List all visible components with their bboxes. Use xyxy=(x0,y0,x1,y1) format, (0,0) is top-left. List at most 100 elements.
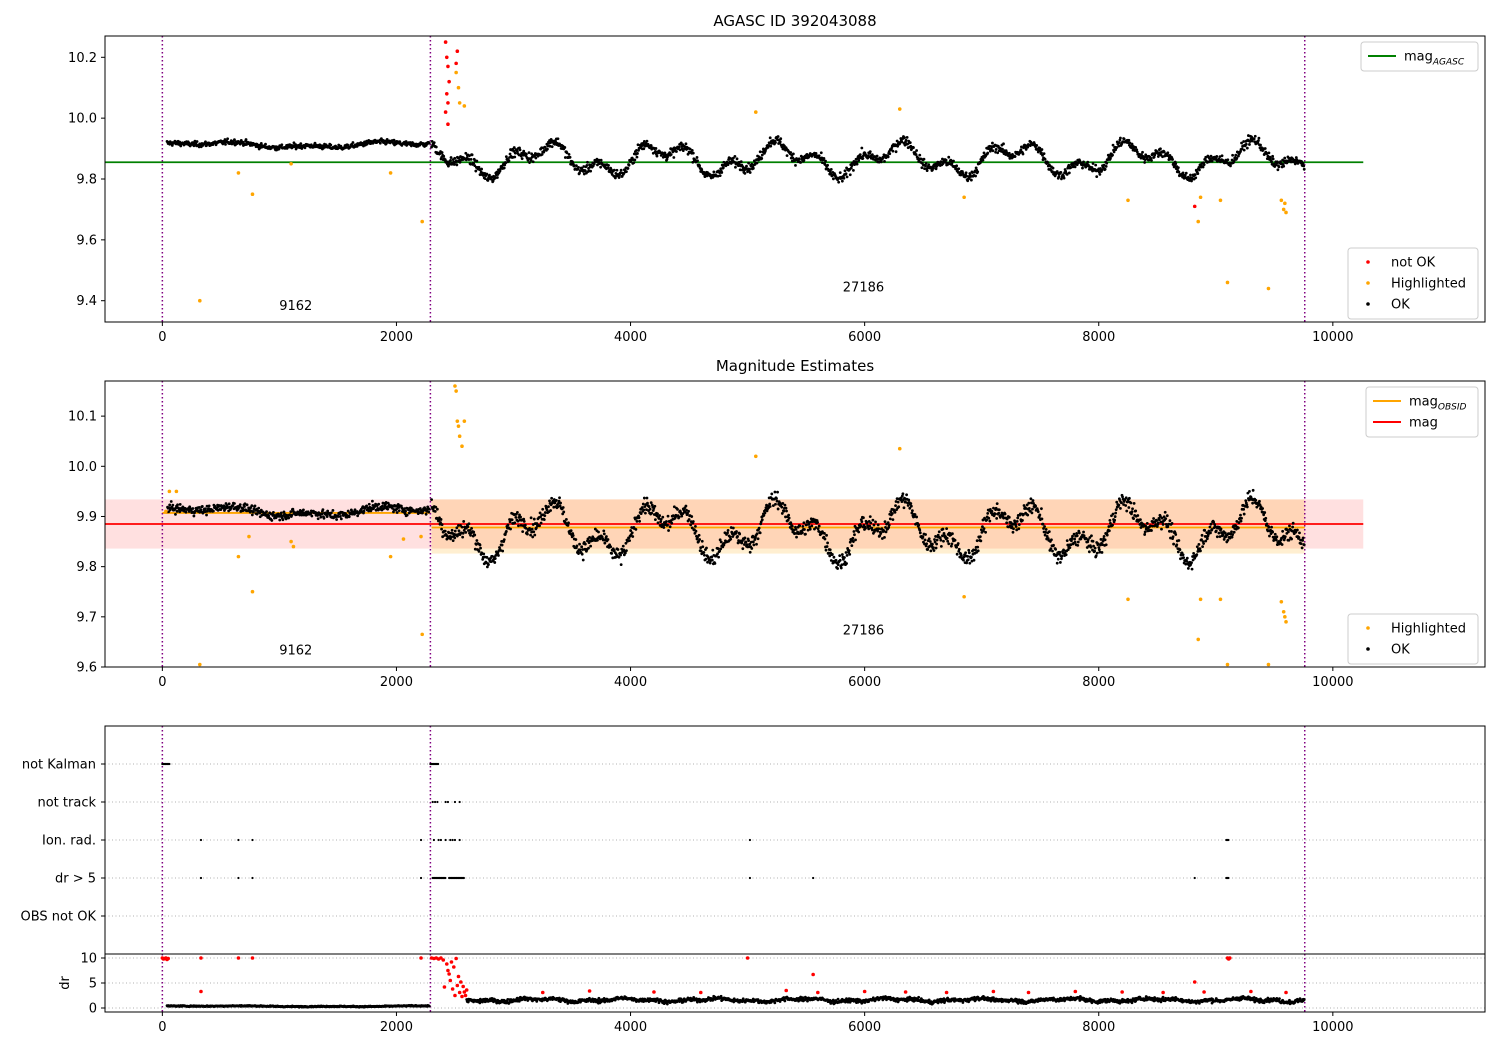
ok-point xyxy=(802,158,806,162)
ok-point xyxy=(620,174,624,178)
ok-point xyxy=(547,505,550,509)
ok-point xyxy=(848,173,852,177)
ok-point xyxy=(1251,501,1255,505)
ok-point xyxy=(529,516,533,520)
ok-point xyxy=(877,527,881,531)
ok-point xyxy=(550,496,554,500)
flag-point xyxy=(462,876,465,880)
ok-point xyxy=(748,171,752,174)
ok-point xyxy=(861,156,865,160)
ok-point xyxy=(865,521,869,524)
ok-point xyxy=(546,144,550,148)
ok-point xyxy=(929,549,933,553)
ok-point xyxy=(538,524,541,528)
legend-dot-swatch xyxy=(1366,302,1370,306)
ok-point xyxy=(758,531,762,535)
ok-point xyxy=(935,542,939,546)
ok-point xyxy=(1114,508,1118,512)
ok-point xyxy=(1152,517,1155,520)
ok-point xyxy=(1234,153,1238,157)
flag-point xyxy=(436,800,439,804)
ok-point xyxy=(1076,544,1080,547)
ok-point xyxy=(938,536,942,540)
ok-point xyxy=(1030,511,1034,515)
ok-point xyxy=(1014,522,1018,526)
ok-point xyxy=(589,169,593,173)
ok-point xyxy=(522,149,526,153)
ok-point xyxy=(713,562,717,565)
ok-point xyxy=(949,544,953,548)
ok-point xyxy=(1254,498,1258,502)
ok-point xyxy=(462,529,466,532)
ok-point xyxy=(568,155,572,159)
ok-point xyxy=(843,169,847,173)
ok-point xyxy=(894,504,897,508)
ok-point xyxy=(452,163,456,166)
ok-point xyxy=(793,532,797,535)
y-tick-label: 10.1 xyxy=(68,410,97,425)
ok-point xyxy=(437,518,441,522)
ok-point xyxy=(496,551,500,555)
ok-point xyxy=(556,137,560,141)
ok-point xyxy=(732,160,736,164)
ok-point xyxy=(346,143,350,147)
ok-point xyxy=(868,150,872,154)
ok-point xyxy=(612,548,616,552)
ok-point xyxy=(976,549,980,553)
ok-point xyxy=(719,167,723,171)
ok-point xyxy=(508,520,512,524)
ok-point xyxy=(771,504,775,508)
ok-point xyxy=(1112,150,1116,154)
ok-point xyxy=(176,503,179,507)
ok-point xyxy=(668,525,672,529)
ok-point xyxy=(1235,156,1239,160)
ok-point xyxy=(1024,507,1028,510)
ok-point xyxy=(403,512,407,516)
ok-point xyxy=(905,493,909,497)
ok-point xyxy=(1099,538,1103,541)
legend-box xyxy=(1347,247,1479,320)
ok-point xyxy=(569,529,573,533)
ok-point xyxy=(613,176,617,180)
x-tick-label: 8000 xyxy=(1082,330,1115,345)
ok-point xyxy=(1185,559,1189,563)
ok-point xyxy=(896,500,900,504)
ok-point xyxy=(204,140,207,144)
ok-point xyxy=(587,546,590,550)
ok-point xyxy=(1013,155,1017,158)
ok-point xyxy=(624,541,628,545)
x-tick-label: 2000 xyxy=(380,330,413,345)
flag-row-label: not track xyxy=(37,796,96,811)
ok-point xyxy=(672,505,676,509)
ok-point xyxy=(477,165,481,169)
ok-point xyxy=(530,152,534,156)
ok-point xyxy=(1182,556,1186,560)
ok-point xyxy=(1012,527,1015,531)
ok-point xyxy=(1122,137,1126,141)
ok-point xyxy=(642,508,646,512)
ok-point xyxy=(563,146,567,149)
ok-point xyxy=(472,161,476,165)
ok-point xyxy=(698,538,702,541)
ok-point xyxy=(588,535,591,539)
ok-point xyxy=(499,548,502,552)
ok-point xyxy=(848,552,852,556)
ok-point xyxy=(1167,529,1171,533)
ok-point xyxy=(894,150,898,154)
ok-point xyxy=(677,145,681,149)
ok-point xyxy=(1109,157,1112,160)
ok-point xyxy=(923,167,926,171)
ok-point xyxy=(1161,523,1165,526)
ok-point xyxy=(716,174,720,178)
ok-point xyxy=(1246,134,1250,137)
ok-point xyxy=(278,518,282,522)
ok-point xyxy=(806,528,810,532)
ok-point xyxy=(298,513,302,517)
ok-point xyxy=(1095,175,1099,179)
ok-point xyxy=(1139,518,1142,522)
ok-point xyxy=(442,154,446,158)
ok-point xyxy=(179,144,183,148)
ok-point xyxy=(478,543,482,547)
ok-point xyxy=(834,558,838,562)
ok-point xyxy=(1301,536,1305,540)
